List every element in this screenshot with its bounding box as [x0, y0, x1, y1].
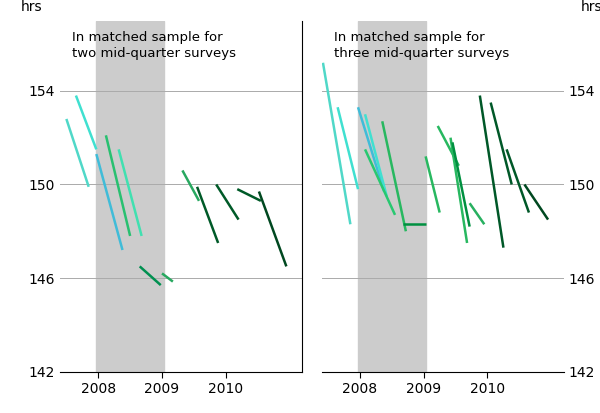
- Bar: [358, 21, 425, 372]
- Text: hrs: hrs: [21, 0, 43, 14]
- Text: In matched sample for
three mid-quarter surveys: In matched sample for three mid-quarter …: [334, 31, 509, 60]
- Text: hrs: hrs: [581, 0, 600, 14]
- Bar: [97, 21, 164, 372]
- Text: In matched sample for
two mid-quarter surveys: In matched sample for two mid-quarter su…: [72, 31, 236, 60]
